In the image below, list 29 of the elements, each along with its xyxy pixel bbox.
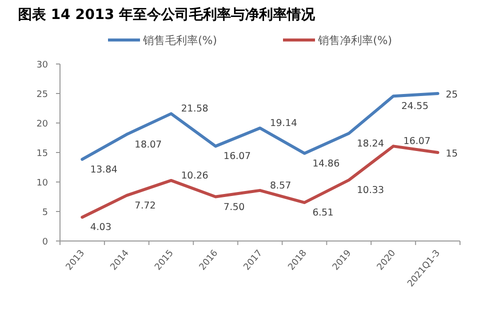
legend-label: 销售毛利率(%) bbox=[142, 34, 218, 47]
y-tick-label: 10 bbox=[36, 178, 48, 188]
y-tick-label: 20 bbox=[36, 120, 48, 130]
data-label: 25 bbox=[446, 90, 458, 100]
data-label: 16.07 bbox=[224, 151, 251, 162]
chart-title: 图表 14 2013 年至今公司毛利率与净利率情况 bbox=[18, 6, 316, 23]
y-tick-label: 30 bbox=[36, 60, 48, 70]
data-label: 6.51 bbox=[312, 208, 334, 219]
data-label: 14.86 bbox=[312, 158, 340, 170]
data-label: 21.58 bbox=[181, 104, 208, 115]
data-label: 19.14 bbox=[270, 118, 298, 130]
data-label: 15 bbox=[446, 148, 458, 160]
data-label: 7.50 bbox=[224, 202, 245, 213]
line-series bbox=[80, 92, 440, 161]
data-label: 13.84 bbox=[90, 164, 118, 176]
y-tick-label: 5 bbox=[42, 208, 48, 218]
y-tick-label: 25 bbox=[36, 90, 48, 100]
data-label: 10.26 bbox=[181, 170, 208, 182]
data-label: 18.24 bbox=[356, 138, 384, 150]
legend-label: 销售净利率(%) bbox=[317, 34, 392, 47]
data-label: 18.07 bbox=[134, 139, 162, 150]
data-label: 24.55 bbox=[401, 101, 429, 112]
data-label: 16.07 bbox=[403, 136, 431, 148]
data-label: 4.03 bbox=[90, 222, 112, 234]
data-label: 8.57 bbox=[270, 180, 292, 192]
data-label: 7.72 bbox=[134, 200, 156, 212]
y-tick-label: 15 bbox=[36, 149, 48, 159]
y-tick-label: 0 bbox=[42, 238, 48, 248]
data-label: 10.33 bbox=[356, 185, 384, 196]
